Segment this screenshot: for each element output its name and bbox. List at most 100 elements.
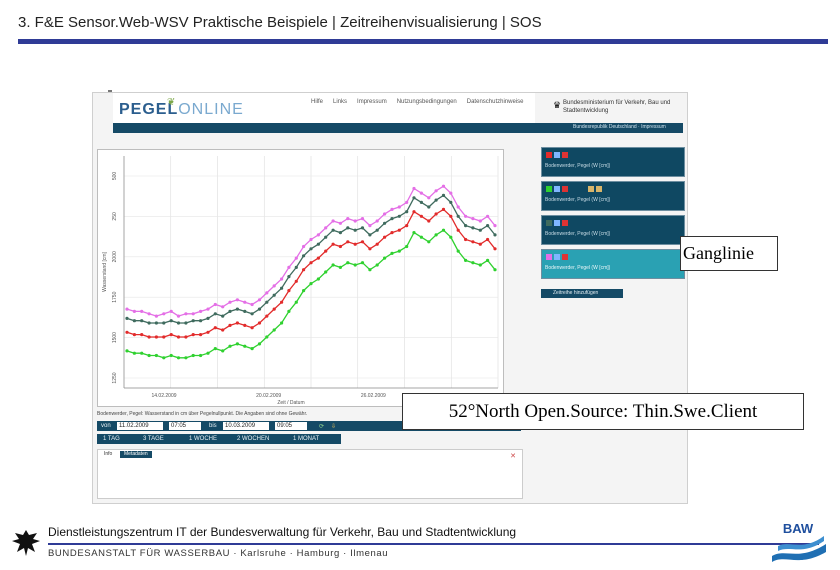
timeseries-entry[interactable]: Bodenwerder, Pegel (W [cm]) xyxy=(541,147,685,177)
data-point xyxy=(125,316,129,320)
data-point xyxy=(272,328,276,332)
data-point xyxy=(243,323,247,327)
navbar-links[interactable]: Bundesrepublik Deutschland · Impressum xyxy=(573,124,666,130)
range-2-weeks[interactable]: 2 WOCHEN xyxy=(237,436,270,442)
data-point xyxy=(441,193,446,197)
to-time-input[interactable]: 09:05 xyxy=(275,422,307,430)
data-point xyxy=(427,240,431,244)
data-point xyxy=(338,265,342,269)
data-point xyxy=(257,321,262,325)
data-point xyxy=(213,312,217,316)
visibility-checkbox[interactable] xyxy=(554,186,560,192)
data-point xyxy=(272,284,276,288)
data-point xyxy=(140,351,144,355)
data-point xyxy=(176,356,181,360)
details-panel: Info Metadaten ✕ xyxy=(97,449,523,499)
data-point xyxy=(456,205,460,209)
data-point xyxy=(390,217,394,221)
data-point xyxy=(456,228,460,232)
data-point xyxy=(140,309,144,313)
nav-links[interactable]: Links xyxy=(333,99,348,105)
top-navigation: Hilfe Links Impressum Nutzungsbedingunge… xyxy=(311,99,523,105)
ministry-label: Bundesministerium für Verkehr, Bau und S… xyxy=(563,100,671,114)
data-point xyxy=(132,309,136,313)
close-icon[interactable]: ✕ xyxy=(510,453,516,460)
data-point xyxy=(375,219,379,223)
data-point xyxy=(427,219,431,223)
timeseries-entry[interactable]: Bodenwerder, Pegel (W [cm]) xyxy=(541,181,685,211)
data-point xyxy=(235,307,239,311)
delete-icon[interactable] xyxy=(562,254,568,260)
footer-institute: BUNDESANSTALT FÜR WASSERBAU · Karlsruhe … xyxy=(48,548,389,559)
refresh-icon[interactable]: ⟳ xyxy=(319,424,325,430)
option-icon[interactable] xyxy=(596,186,602,192)
data-point xyxy=(331,263,335,267)
from-time-input[interactable]: 07:05 xyxy=(169,422,201,430)
from-date-input[interactable]: 11.02.2009 xyxy=(117,422,163,430)
nav-imprint[interactable]: Impressum xyxy=(357,99,387,105)
nav-privacy[interactable]: Datenschutzhinweise xyxy=(466,99,524,105)
app-logo[interactable]: PEGELONLINE xyxy=(119,101,244,119)
y-tick-label: 2000 xyxy=(112,251,118,262)
timeseries-entry[interactable]: Bodenwerder, Pegel (W [cm]) xyxy=(541,215,685,245)
data-point xyxy=(191,333,195,337)
tab-info[interactable]: Info xyxy=(104,451,113,457)
data-point xyxy=(294,256,298,260)
tab-metadata[interactable]: Metadaten xyxy=(120,451,152,458)
visibility-checkbox[interactable] xyxy=(554,152,560,158)
data-point xyxy=(464,258,468,262)
data-point xyxy=(221,314,225,318)
delete-icon[interactable] xyxy=(562,220,568,226)
footer-rule xyxy=(48,543,819,545)
data-point xyxy=(147,353,151,358)
data-point xyxy=(338,231,342,235)
data-point xyxy=(331,242,335,246)
data-point xyxy=(353,263,357,267)
data-point xyxy=(375,242,379,246)
data-point xyxy=(434,212,438,216)
range-1-day[interactable]: 1 TAG xyxy=(103,436,120,442)
data-point xyxy=(397,249,401,253)
data-point xyxy=(154,321,158,325)
data-point xyxy=(441,184,446,188)
data-point xyxy=(250,326,254,330)
y-tick-label: 250 xyxy=(112,212,118,221)
range-3-days[interactable]: 3 TAGE xyxy=(143,436,164,442)
data-point xyxy=(493,268,497,272)
data-point xyxy=(419,200,423,204)
delete-icon[interactable] xyxy=(562,152,568,158)
data-point xyxy=(147,321,151,325)
data-point xyxy=(324,235,328,239)
data-point xyxy=(184,356,188,360)
data-point xyxy=(383,212,387,216)
range-1-month[interactable]: 1 MONAT xyxy=(293,436,320,442)
option-icon[interactable] xyxy=(588,186,594,192)
nav-terms[interactable]: Nutzungsbedingungen xyxy=(396,99,457,105)
nav-help[interactable]: Hilfe xyxy=(311,99,324,105)
delete-icon[interactable] xyxy=(562,186,568,192)
visibility-checkbox[interactable] xyxy=(554,254,560,260)
data-point xyxy=(360,261,365,265)
data-point xyxy=(294,279,298,283)
series-color-swatch xyxy=(546,186,552,192)
data-point xyxy=(235,342,239,346)
data-point xyxy=(302,244,306,249)
data-point xyxy=(405,244,409,249)
range-1-week[interactable]: 1 WOCHE xyxy=(189,436,218,442)
app-banner: PEGELONLINE ❦ Hilfe Links Impressum Nutz… xyxy=(113,93,535,123)
data-point xyxy=(176,321,181,325)
visibility-checkbox[interactable] xyxy=(554,220,560,226)
chart-panel[interactable]: 500 250 2000 1750 1500 1250 Wasserstand [cm] 14… xyxy=(97,149,504,407)
data-point xyxy=(265,300,269,304)
data-point xyxy=(250,302,254,307)
y-tick-label: 1500 xyxy=(112,332,118,343)
data-point xyxy=(176,314,181,318)
timeseries-chart[interactable]: 500 250 2000 1750 1500 1250 Wasserstand [cm] 14… xyxy=(98,150,503,406)
to-date-input[interactable]: 10.03.2009 xyxy=(223,422,269,430)
x-tick-label: 26.02.2009 xyxy=(361,393,386,399)
add-timeseries-button[interactable]: Zeitreihe hinzufügen xyxy=(541,289,623,298)
timeseries-entry-active[interactable]: Bodenwerder, Pegel (W [cm]) xyxy=(541,249,685,279)
data-point xyxy=(316,233,320,237)
data-point xyxy=(427,196,431,200)
export-icon[interactable]: ⇩ xyxy=(331,424,337,430)
